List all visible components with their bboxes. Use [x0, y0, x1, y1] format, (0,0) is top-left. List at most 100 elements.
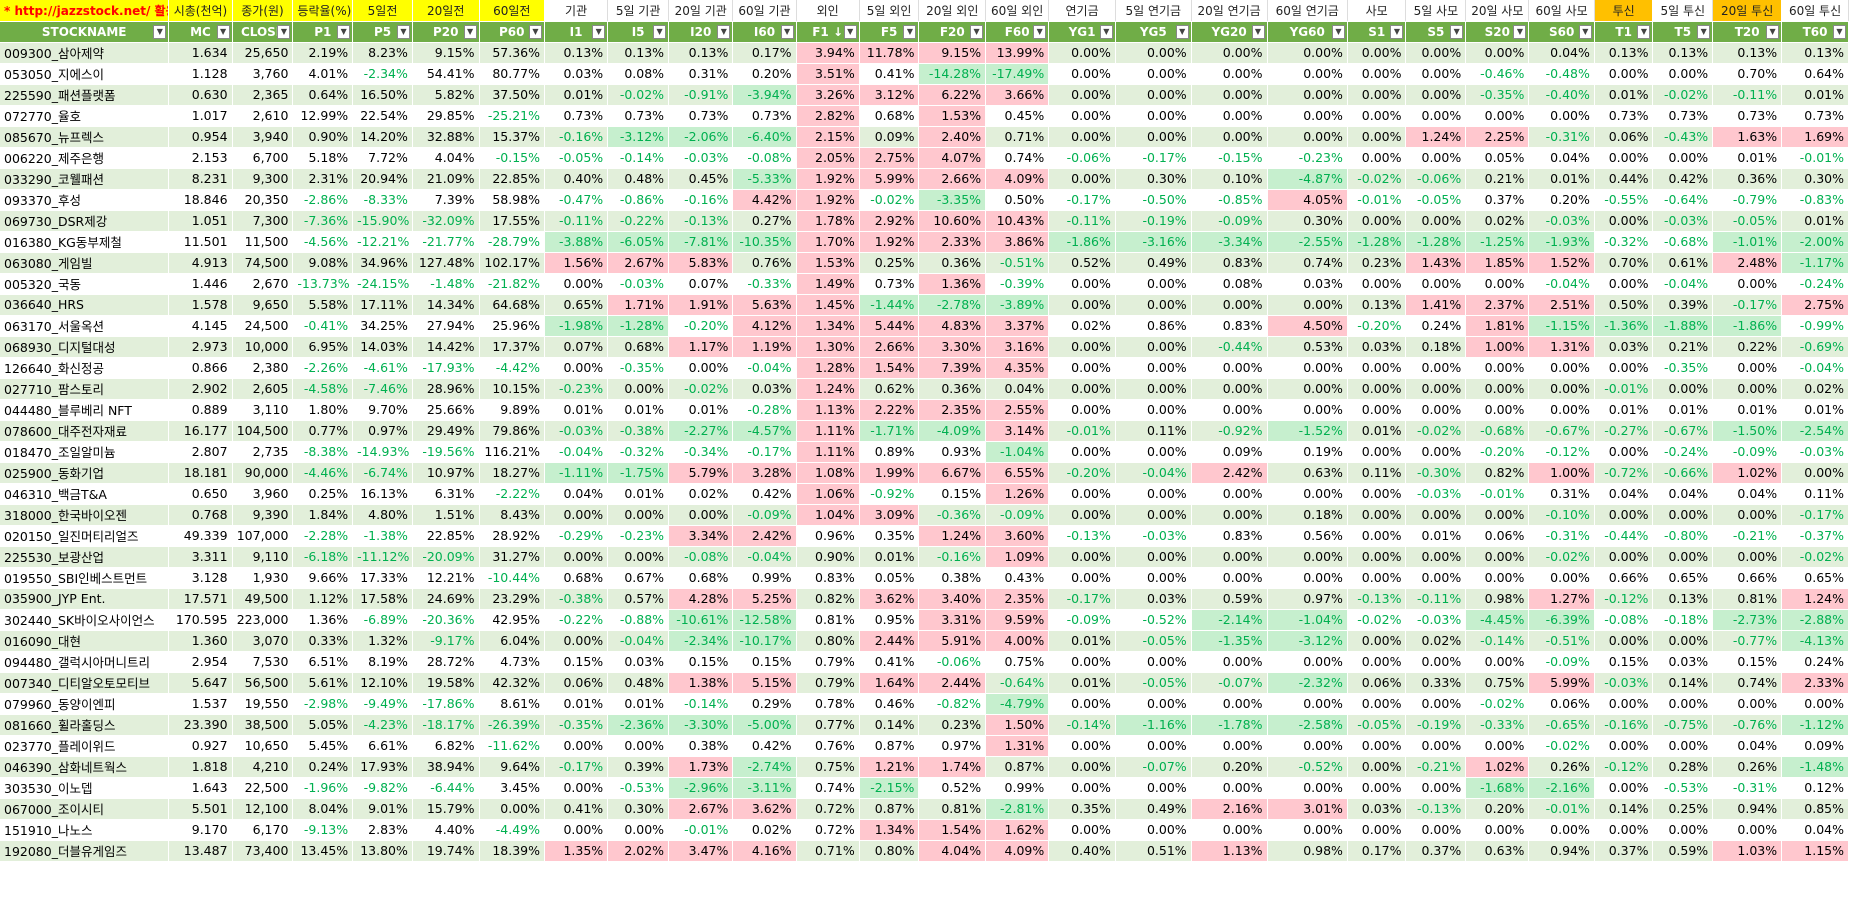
value-cell: -0.85%	[1191, 189, 1268, 211]
table-row[interactable]: 302440_SK바이오사이언스 170.595 223,000 1.36% -6.89…	[0, 609, 1849, 631]
stock-name-cell: 020150_일진머티리얼즈	[0, 525, 170, 547]
filter-dropdown-icon[interactable]: ▼	[717, 24, 731, 39]
table-row[interactable]: 318000_한국바이오젠 0.768 9,390 1.84% 4.80% 1.51% 8.…	[0, 504, 1849, 526]
column-header-close[interactable]: CLOSE ▼	[232, 21, 294, 43]
filter-dropdown-icon[interactable]: ▼	[1833, 24, 1846, 39]
column-header-i60[interactable]: I60 ▼	[732, 21, 797, 43]
table-row[interactable]: 005320_국동 1.446 2,670 -13.73% -24.15% -1.48% -…	[0, 273, 1849, 295]
filter-dropdown-icon[interactable]: ▼	[1637, 24, 1651, 39]
table-row[interactable]: 078600_대주전자재료 16.177 104,500 0.77% 0.97% 29.4…	[0, 420, 1849, 442]
table-row[interactable]: 053050_지에스이 1.128 3,760 4.01% -2.34% 54.41% 80…	[0, 63, 1849, 85]
table-row[interactable]: 068930_디지털대성 2.973 10,000 6.95% 14.03% 14.42%…	[0, 336, 1849, 358]
filter-dropdown-icon[interactable]: ▼	[780, 24, 794, 39]
table-row[interactable]: 094480_갤럭시아머니트리 2.954 7,530 6.51% 8.19% 28.72…	[0, 651, 1849, 673]
filter-dropdown-icon[interactable]: ▼	[1251, 24, 1265, 39]
column-header-i1[interactable]: I1 ▼	[544, 21, 609, 43]
filter-dropdown-icon[interactable]: ▼	[1513, 24, 1527, 39]
filter-dropdown-icon[interactable]: ▼	[396, 24, 410, 39]
filter-dropdown-icon[interactable]: ▼	[529, 24, 542, 39]
filter-dropdown-icon[interactable]: ▼	[903, 24, 917, 39]
column-header-f1[interactable]: F1 ↓ ▼	[796, 21, 860, 43]
value-cell: 0.00%	[1048, 105, 1116, 127]
column-header-yg20[interactable]: YG20 ▼	[1191, 21, 1268, 43]
column-header-p5[interactable]: P5 ▼	[352, 21, 413, 43]
table-row[interactable]: 035900_JYP Ent. 17.571 49,500 1.12% 17.58% 24…	[0, 588, 1849, 610]
column-header-p1[interactable]: P1 ▼	[292, 21, 354, 43]
table-row[interactable]: 079960_동양이엔피 1.537 19,550 -2.98% -9.49% -17.8…	[0, 693, 1849, 715]
filter-dropdown-icon[interactable]: ▼	[1175, 24, 1189, 39]
table-row[interactable]: 019550_SBI인베스트먼트 3.128 1,930 9.66% 17.33% 12.…	[0, 567, 1849, 589]
column-header-s1[interactable]: S1 ▼	[1347, 21, 1407, 43]
filter-dropdown-icon[interactable]: ▼	[970, 24, 984, 39]
filter-dropdown-icon[interactable]: ▼	[1099, 24, 1113, 39]
table-row[interactable]: 025900_동화기업 18.181 90,000 -4.46% -6.74% 10.97…	[0, 462, 1849, 484]
filter-dropdown-icon[interactable]: ▼	[1033, 24, 1047, 39]
table-row[interactable]: 303530_이노뎁 1.643 22,500 -1.96% -9.82% -6.44% 3…	[0, 777, 1849, 799]
table-row[interactable]: 063080_게임빌 4.913 74,500 9.08% 34.96% 127.48% 1…	[0, 252, 1849, 274]
column-header-i20[interactable]: I20 ▼	[668, 21, 734, 43]
table-row[interactable]: 006220_제주은행 2.153 6,700 5.18% 7.72% 4.04% -0.1…	[0, 147, 1849, 169]
table-row[interactable]: 085670_뉴프렉스 0.954 3,940 0.90% 14.20% 32.88% 15…	[0, 126, 1849, 148]
table-row[interactable]: 093370_후성 18.846 20,350 -2.86% -8.33% 7.39% 58…	[0, 189, 1849, 211]
table-row[interactable]: 016090_대현 1.360 3,070 0.33% 1.32% -9.17% 6.04%…	[0, 630, 1849, 652]
column-header-t20[interactable]: T20 ▼	[1712, 21, 1783, 43]
table-row[interactable]: 007340_디티알오토모티브 5.647 56,500 5.61% 12.10% 19.…	[0, 672, 1849, 694]
column-header-s5[interactable]: S5 ▼	[1405, 21, 1467, 43]
filter-dropdown-icon[interactable]: ▼	[1331, 24, 1345, 39]
value-cell: -9.49%	[352, 693, 413, 715]
filter-dropdown-icon[interactable]: ▼	[463, 24, 477, 39]
table-row[interactable]: 072770_율호 1.017 2,610 12.99% 22.54% 29.85% -25…	[0, 105, 1849, 127]
filter-dropdown-icon[interactable]: ▼	[337, 24, 351, 39]
table-row[interactable]: 192080_더블유게임즈 13.487 73,400 13.45% 13.80% 19.…	[0, 840, 1849, 862]
column-header-t60[interactable]: T60 ▼	[1781, 21, 1849, 43]
table-row[interactable]: 126640_화신정공 0.866 2,380 -2.26% -4.61% -17.93%…	[0, 357, 1849, 379]
filter-dropdown-icon[interactable]: ▼	[843, 24, 857, 39]
table-row[interactable]: 033290_코웰패션 8.231 9,300 2.31% 20.94% 21.09% 22…	[0, 168, 1849, 190]
column-header-s60[interactable]: S60 ▼	[1528, 21, 1595, 43]
filter-dropdown-icon[interactable]: ▼	[216, 24, 230, 39]
column-header-p60[interactable]: P60 ▼	[479, 21, 546, 43]
filter-dropdown-icon[interactable]: ▼	[1766, 24, 1780, 39]
table-row[interactable]: 063170_서울옥션 4.145 24,500 -0.41% 34.25% 27.94%…	[0, 315, 1849, 337]
column-header-t1[interactable]: T1 ▼	[1594, 21, 1654, 43]
table-row[interactable]: 027710_팜스토리 2.902 2,605 -4.58% -7.46% 28.96% 1…	[0, 378, 1849, 400]
column-header-yg5[interactable]: YG5 ▼	[1115, 21, 1192, 43]
column-header-f60[interactable]: F60 ▼	[985, 21, 1050, 43]
table-row[interactable]: 044480_블루베리 NFT 0.889 3,110 1.80% 9.70% 25.66…	[0, 399, 1849, 421]
table-row[interactable]: 046390_삼화네트웍스 1.818 4,210 0.24% 17.93% 38.94%…	[0, 756, 1849, 778]
stock-flow-sheet: * http://jazzstock.net/ 활용 시총(천억) 종가(원) 등락율…	[0, 0, 1849, 862]
column-header-yg60[interactable]: YG60 ▼	[1267, 21, 1348, 43]
source-url-cell[interactable]: * http://jazzstock.net/ 활용	[0, 0, 170, 22]
column-header-s20[interactable]: S20 ▼	[1465, 21, 1530, 43]
table-row[interactable]: 069730_DSR제강 1.051 7,300 -7.36% -15.90% -32.0…	[0, 210, 1849, 232]
column-header-mc[interactable]: MC ▼	[168, 21, 233, 43]
column-header-stockname[interactable]: STOCKNAME ▼	[0, 21, 170, 43]
table-row[interactable]: 020150_일진머티리얼즈 49.339 107,000 -2.28% -1.38% 2…	[0, 525, 1849, 547]
column-header-i5[interactable]: I5 ▼	[607, 21, 670, 43]
filter-dropdown-icon[interactable]: ▼	[1578, 24, 1592, 39]
table-row[interactable]: 225590_패션플랫폼 0.630 2,365 0.64% 16.50% 5.82% 37…	[0, 84, 1849, 106]
filter-dropdown-icon[interactable]: ▼	[1390, 24, 1404, 39]
column-header-t5[interactable]: T5 ▼	[1652, 21, 1714, 43]
table-row[interactable]: 151910_나노스 9.170 6,170 -9.13% 2.83% 4.40% -4.4…	[0, 819, 1849, 841]
table-row[interactable]: 225530_보광산업 3.311 9,110 -6.18% -11.12% -20.09…	[0, 546, 1849, 568]
table-row[interactable]: 016380_KG동부제철 11.501 11,500 -4.56% -12.21% -2…	[0, 231, 1849, 253]
filter-dropdown-icon[interactable]: ▼	[1450, 24, 1464, 39]
column-header-p20[interactable]: P20 ▼	[412, 21, 480, 43]
table-row[interactable]: 046310_백금T&A 0.650 3,960 0.25% 16.13% 6.31% -2…	[0, 483, 1849, 505]
column-header-label: YG20	[1211, 24, 1247, 39]
column-header-f20[interactable]: F20 ▼	[918, 21, 987, 43]
table-row[interactable]: 067000_조이시티 5.501 12,100 8.04% 9.01% 15.79% 0.…	[0, 798, 1849, 820]
table-row[interactable]: 023770_플레이위드 0.927 10,650 5.45% 6.61% 6.82% -1…	[0, 735, 1849, 757]
filter-dropdown-icon[interactable]: ▼	[277, 24, 291, 39]
column-header-f5[interactable]: F5 ▼	[859, 21, 920, 43]
table-row[interactable]: 081660_휠라홀딩스 23.390 38,500 5.05% -4.23% -18.1…	[0, 714, 1849, 736]
table-row[interactable]: 018470_조일알미늄 2.807 2,735 -8.38% -14.93% -19.5…	[0, 441, 1849, 463]
table-row[interactable]: 009300_삼아제약 1.634 25,650 2.19% 8.23% 9.15% 57.…	[0, 42, 1849, 64]
filter-dropdown-icon[interactable]: ▼	[592, 24, 606, 39]
filter-dropdown-icon[interactable]: ▼	[653, 24, 667, 39]
table-row[interactable]: 036640_HRS 1.578 9,650 5.58% 17.11% 14.34% 64.…	[0, 294, 1849, 316]
filter-dropdown-icon[interactable]: ▼	[1697, 24, 1711, 39]
filter-dropdown-icon[interactable]: ▼	[153, 24, 167, 39]
column-header-yg1[interactable]: YG1 ▼	[1048, 21, 1116, 43]
